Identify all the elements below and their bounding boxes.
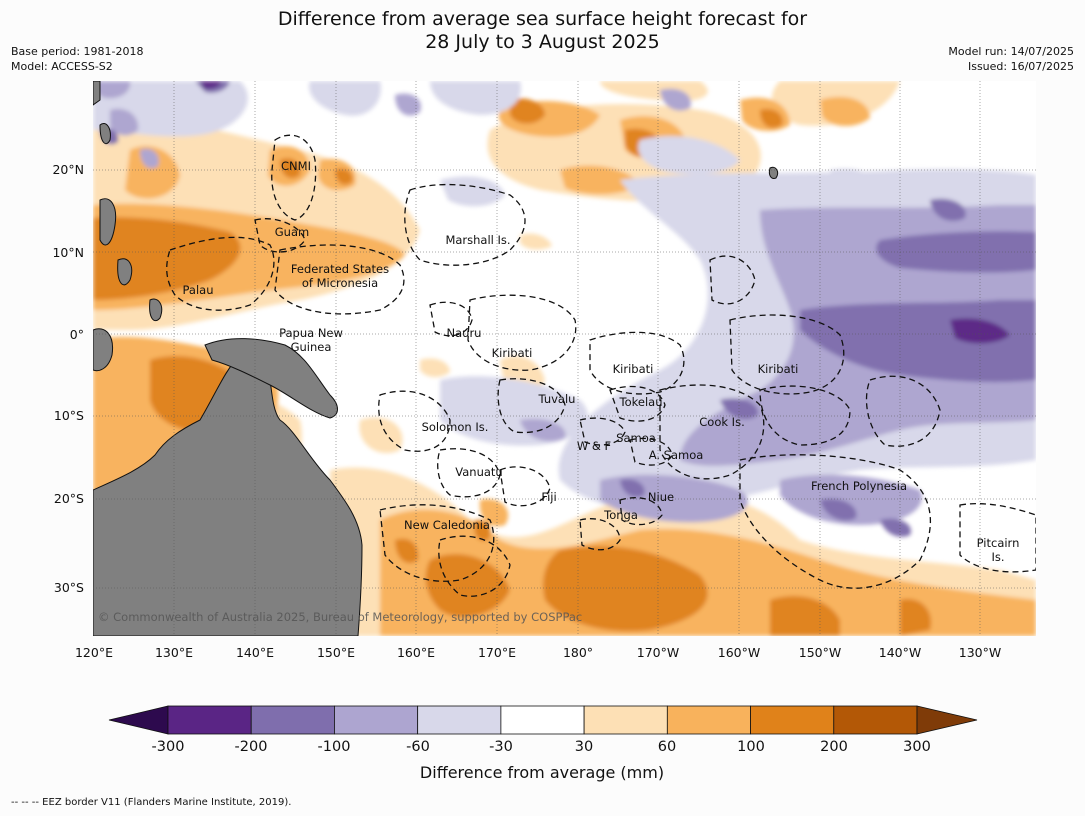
region-label-palau: Palau xyxy=(183,283,214,297)
colorbar-tick: -200 xyxy=(235,739,268,755)
colorbar-tick: 300 xyxy=(903,739,931,755)
lon-label: 150°E xyxy=(317,645,355,660)
taiwan-landmass xyxy=(99,123,111,145)
lat-label: 20°S xyxy=(54,491,84,506)
meta-right: Model run: 14/07/2025 Issued: 16/07/2025 xyxy=(948,44,1074,74)
issued-date: Issued: 16/07/2025 xyxy=(967,60,1074,73)
colorbar-tick: -300 xyxy=(152,739,185,755)
region-label-pitcairn-1: Pitcairn xyxy=(977,536,1020,550)
region-label-nauru: Nauru xyxy=(447,326,482,340)
region-label-solomon: Solomon Is. xyxy=(422,420,489,434)
region-label-kiribati-w: Kiribati xyxy=(492,346,533,360)
colorbar-cell xyxy=(500,705,585,735)
lat-label: 10°S xyxy=(54,408,84,423)
lat-label: 20°N xyxy=(52,162,84,177)
nz-north-landmass xyxy=(93,81,101,106)
copyright-notice: © Commonwealth of Australia 2025, Bureau… xyxy=(98,610,582,624)
region-label-tuvalu: Tuvalu xyxy=(538,392,576,406)
new-guinea-landmass xyxy=(204,338,338,419)
region-label-guam: Guam xyxy=(275,225,309,239)
colorbar-cell xyxy=(583,705,668,735)
colorbar-cell xyxy=(750,705,835,735)
colorbar-cell xyxy=(167,705,252,735)
philippines-landmass xyxy=(99,198,133,286)
colorbar: -300 -200 -100 -60 -30 30 60 100 200 300… xyxy=(108,705,978,782)
lon-axis-labels: 120°E 130°E 140°E 150°E 160°E 170°E 180°… xyxy=(75,645,1001,660)
colorbar-cell xyxy=(334,705,419,735)
colorbar-tick: -100 xyxy=(318,739,351,755)
lat-axis-labels: 20°N 10°N 0° 10°S 20°S 30°S xyxy=(52,162,84,595)
borneo-landmass xyxy=(93,328,114,372)
lon-label: 130°W xyxy=(959,645,1001,660)
colorbar-tick: 200 xyxy=(820,739,848,755)
lon-label: 170°E xyxy=(478,645,516,660)
lon-label: 140°E xyxy=(236,645,274,660)
region-labels: CNMI Guam Marshall Is. Federated States … xyxy=(183,159,1020,564)
colorbar-tick: 60 xyxy=(658,739,676,755)
lon-label: 130°E xyxy=(155,645,193,660)
title-line-1: Difference from average sea surface heig… xyxy=(277,8,808,30)
eez-legend-note: -- -- -- EEZ border V11 (Flanders Marine… xyxy=(11,797,292,808)
sulawesi-landmass xyxy=(149,298,163,322)
region-label-vanuatu: Vanuatu xyxy=(455,465,502,479)
region-label-cnmi: CNMI xyxy=(281,159,311,173)
lat-label: 0° xyxy=(70,327,84,342)
lat-label: 30°S xyxy=(54,580,84,595)
colorbar-tick: 30 xyxy=(575,739,593,755)
colorbar-cell xyxy=(666,705,751,735)
lat-label: 10°N xyxy=(52,245,84,260)
lon-label: 160°E xyxy=(397,645,435,660)
colorbar-tick: -60 xyxy=(406,739,430,755)
meta-left: Base period: 1981-2018 Model: ACCESS-S2 xyxy=(11,44,143,74)
colorbar-label: Difference from average (mm) xyxy=(420,763,664,782)
model-run: Model run: 14/07/2025 xyxy=(948,45,1074,58)
colorbar-tick: -30 xyxy=(489,739,513,755)
anomaly-fields xyxy=(93,81,1036,636)
base-period: Base period: 1981-2018 xyxy=(11,45,144,58)
lon-label: 170°W xyxy=(637,645,679,660)
lon-label: 140°W xyxy=(879,645,921,660)
eez-borders xyxy=(166,134,1036,597)
lon-label: 120°E xyxy=(75,645,113,660)
land-masses xyxy=(93,81,779,636)
region-label-samoa: Samoa xyxy=(616,431,656,445)
hawaii-landmass xyxy=(768,166,779,179)
region-label-png-2: Guinea xyxy=(291,340,332,354)
region-label-pitcairn-2: Is. xyxy=(991,550,1004,564)
region-label-kiribati-e: Kiribati xyxy=(758,362,799,376)
lon-label: 160°W xyxy=(718,645,760,660)
region-label-marshall: Marshall Is. xyxy=(445,233,510,247)
region-label-fiji: Fiji xyxy=(541,490,556,504)
map-area: CNMI Guam Marshall Is. Federated States … xyxy=(93,81,1036,636)
region-label-cook: Cook Is. xyxy=(699,415,744,429)
colorbar-cell xyxy=(417,705,502,735)
colorbar-cell xyxy=(250,705,335,735)
colorbar-arrow-min xyxy=(108,705,169,735)
region-label-tokelau: Tokelau xyxy=(619,395,663,409)
lon-label: 150°W xyxy=(799,645,841,660)
region-label-fsm-1: Federated States xyxy=(291,262,389,276)
region-label-png-1: Papua New xyxy=(279,326,343,340)
colorbar-ticks: -300 -200 -100 -60 -30 30 60 100 200 300 xyxy=(152,739,931,755)
colorbar-cell xyxy=(833,705,918,735)
lon-label: 180° xyxy=(563,645,593,660)
map-title: Difference from average sea surface heig… xyxy=(0,8,1085,54)
region-label-niue: Niue xyxy=(648,490,674,504)
region-label-wf: W & F xyxy=(577,439,611,453)
graticule xyxy=(93,81,1036,636)
region-label-new-caledonia: New Caledonia xyxy=(404,518,490,532)
positive-100-200-field xyxy=(93,88,931,636)
colorbar-arrow-max xyxy=(916,705,978,735)
region-label-asamoa: A. Samoa xyxy=(649,448,704,462)
colorbar-tick: 100 xyxy=(737,739,765,755)
title-line-2: 28 July to 3 August 2025 xyxy=(425,31,660,53)
region-label-tonga: Tonga xyxy=(603,508,638,522)
region-label-kiribati-c: Kiribati xyxy=(613,362,654,376)
colorbar-cells xyxy=(167,705,918,735)
region-label-french-polynesia: French Polynesia xyxy=(811,479,907,493)
model-name: Model: ACCESS-S2 xyxy=(11,60,113,73)
region-label-fsm-2: of Micronesia xyxy=(302,276,378,290)
